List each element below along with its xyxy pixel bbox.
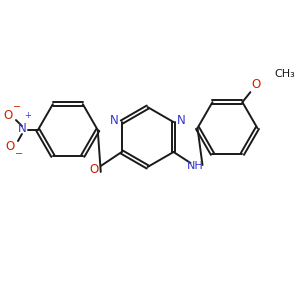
Text: N: N [176, 114, 185, 127]
Text: −: − [15, 149, 23, 159]
Text: O: O [3, 109, 13, 122]
Text: O: O [252, 78, 261, 91]
Text: NH: NH [187, 161, 204, 171]
Text: −: − [13, 102, 21, 112]
Text: O: O [89, 164, 98, 176]
Text: CH₃: CH₃ [274, 69, 295, 79]
Text: N: N [18, 122, 26, 135]
Text: O: O [5, 140, 15, 152]
Text: +: + [25, 111, 32, 120]
Text: N: N [110, 114, 119, 127]
